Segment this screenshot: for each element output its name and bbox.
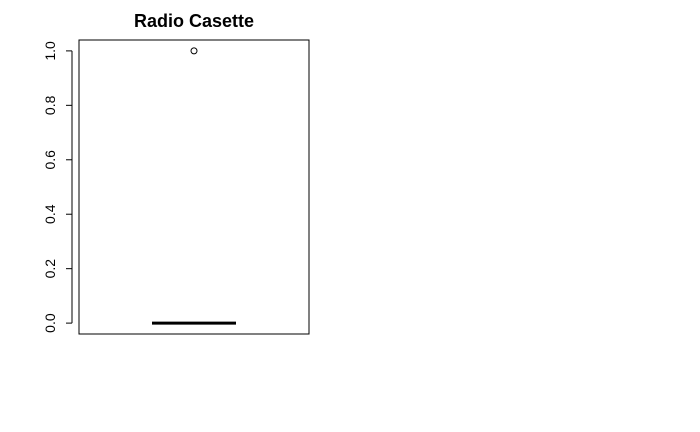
y-tick-label: 0.4 (42, 204, 58, 224)
y-tick-label: 0.6 (42, 150, 58, 170)
y-tick-label: 1.0 (42, 41, 58, 61)
plot-frame (78, 39, 310, 335)
outlier-point (190, 47, 198, 55)
box-plot (152, 47, 236, 325)
y-tick-label: 0.2 (42, 259, 58, 279)
y-axis: 0.0 0.2 0.4 0.6 0.8 1.0 (42, 41, 73, 333)
y-tick-label: 0.0 (42, 313, 58, 333)
y-tick-label: 0.8 (42, 95, 58, 115)
chart-title: Radio Casette (134, 11, 254, 31)
